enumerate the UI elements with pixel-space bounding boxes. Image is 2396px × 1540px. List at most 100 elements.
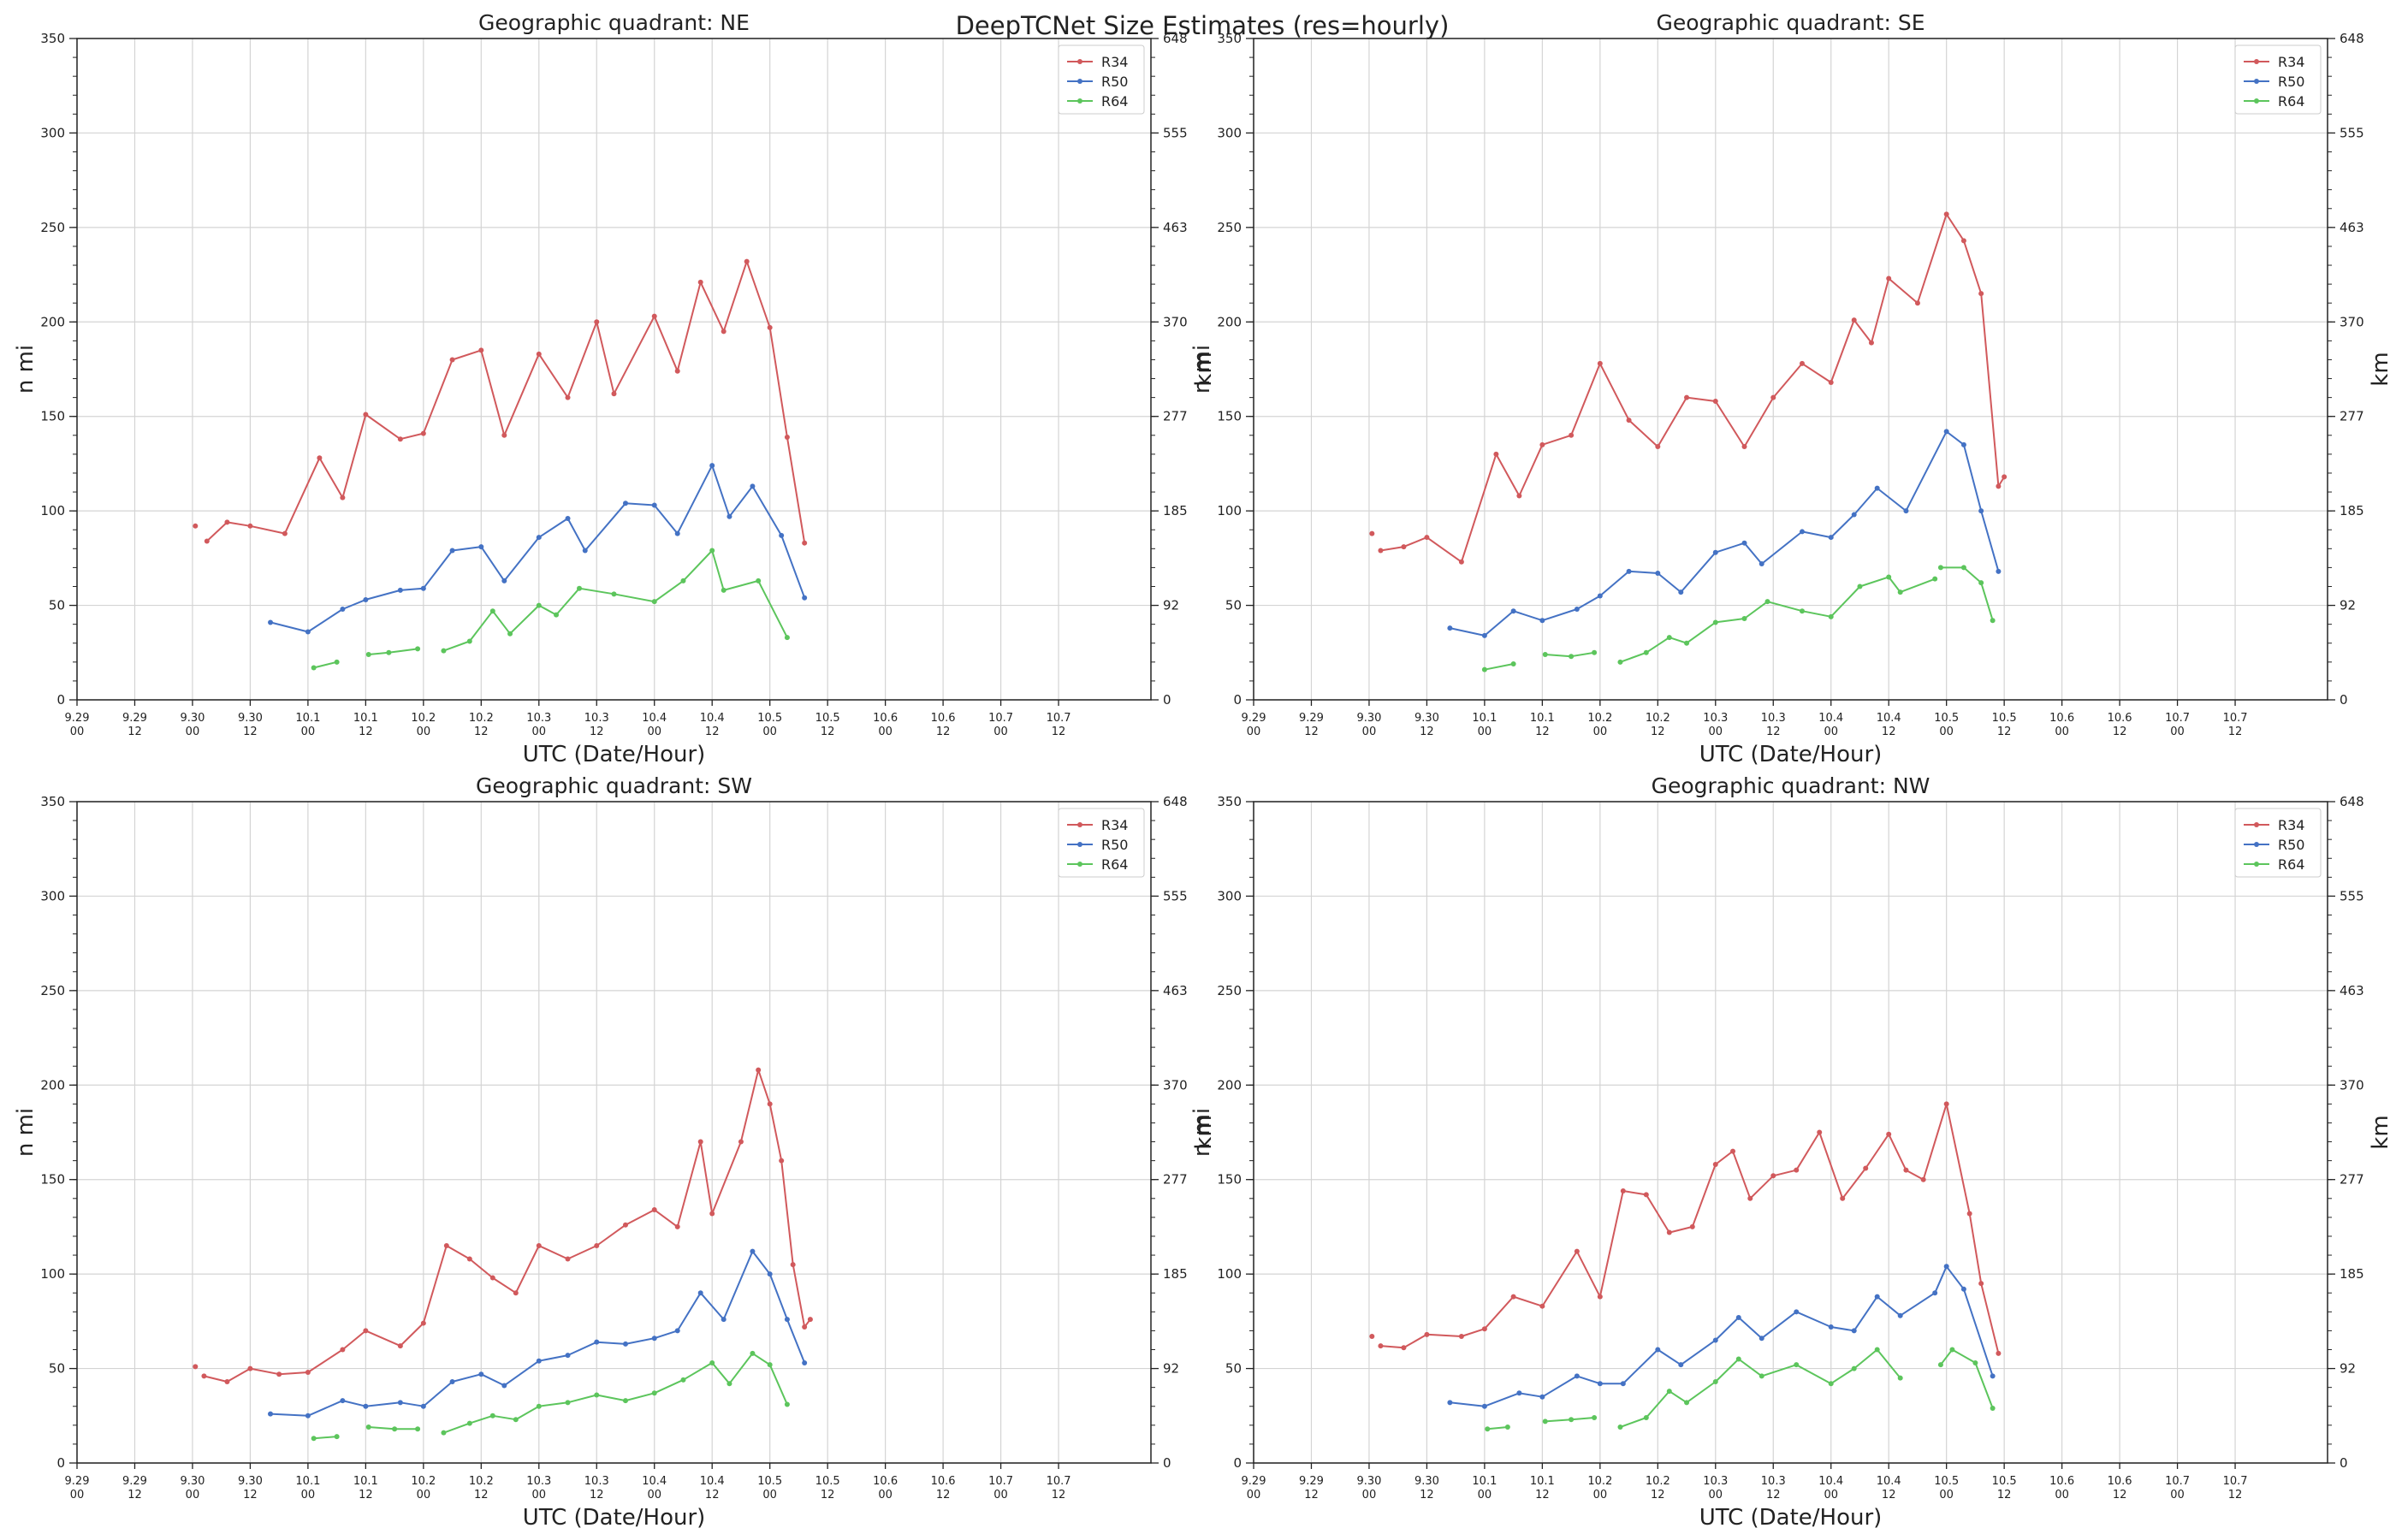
data-point — [305, 1369, 311, 1375]
data-point — [565, 515, 571, 521]
x-tick-label: 10.7 00 — [2165, 1475, 2190, 1502]
legend-marker — [2254, 842, 2259, 847]
data-point — [1886, 275, 1892, 281]
data-point — [224, 519, 230, 525]
data-point — [420, 1320, 426, 1326]
x-tick-label: 10.6 00 — [2049, 712, 2074, 738]
y-axis-label: n mi — [13, 1108, 39, 1157]
series-line — [1620, 1348, 1901, 1428]
x-tick-label: 10.1 12 — [353, 1475, 378, 1502]
series-r50 — [1447, 429, 2002, 638]
y-tick-label-right: 463 — [1163, 220, 1188, 235]
data-point — [784, 1401, 790, 1407]
panel-2: 0 0 50 92 100 185 150 277 200 370 250 463 300 555 350 6… — [1189, 10, 2393, 767]
y-tick-label-right: 277 — [1163, 1172, 1188, 1188]
x-tick-label: 10.4 12 — [700, 712, 725, 738]
y-tick-label-right: 555 — [2340, 888, 2364, 903]
data-point — [204, 538, 210, 544]
data-point — [1960, 441, 1966, 447]
y-tick-label-right: 463 — [1163, 983, 1188, 998]
data-point — [1735, 1356, 1741, 1362]
data-point — [1424, 535, 1430, 541]
data-point — [536, 351, 542, 357]
data-point — [779, 1158, 785, 1164]
data-point — [478, 544, 484, 550]
series-line — [1380, 213, 2006, 563]
x-tick-label: 10.2 00 — [411, 712, 436, 738]
data-point — [1794, 1309, 1800, 1315]
data-point — [1617, 659, 1623, 665]
data-point — [1828, 535, 1834, 541]
data-point — [1481, 1326, 1487, 1332]
data-point — [1799, 608, 1805, 614]
data-point — [1643, 649, 1649, 655]
data-point — [1874, 1347, 1880, 1353]
data-point — [784, 1317, 790, 1323]
data-point — [622, 1341, 628, 1347]
data-point — [565, 1256, 571, 1262]
y-axis-label: n mi — [1189, 1108, 1215, 1157]
data-point — [738, 1139, 744, 1145]
y-axis-label-right: km — [1191, 1115, 1217, 1149]
data-point — [1932, 576, 1938, 582]
data-point — [1510, 661, 1516, 667]
data-point — [415, 1426, 421, 1432]
y-tick-label: 350 — [40, 794, 65, 809]
x-tick-label: 9.29 00 — [1242, 1475, 1266, 1502]
data-point — [397, 587, 403, 593]
x-tick-label: 10.3 12 — [584, 1475, 609, 1502]
data-point — [193, 523, 199, 529]
data-point — [536, 602, 542, 608]
series-r50 — [268, 463, 808, 635]
data-point — [1666, 1229, 1672, 1235]
y-tick-label: 0 — [1233, 1455, 1242, 1471]
x-tick-label: 10.2 12 — [1646, 712, 1670, 738]
data-point — [247, 523, 253, 529]
data-point — [1960, 238, 1966, 244]
data-point — [1897, 1375, 1903, 1381]
legend-label: R50 — [1101, 837, 1128, 853]
series-r34 — [193, 1067, 813, 1385]
data-point — [1741, 616, 1747, 622]
legend-label: R50 — [2278, 837, 2304, 853]
data-point — [611, 391, 617, 397]
data-point — [501, 578, 507, 583]
x-tick-label: 10.1 12 — [353, 712, 378, 738]
data-point — [466, 1420, 472, 1426]
x-tick-label: 10.7 00 — [988, 1475, 1013, 1502]
data-point — [1735, 1314, 1741, 1320]
axes-frame — [76, 801, 1152, 1464]
data-point — [1481, 1403, 1487, 1409]
x-tick-label: 10.1 00 — [295, 712, 320, 738]
data-point — [1481, 632, 1487, 638]
y-tick-label-right: 0 — [1163, 1455, 1171, 1471]
legend-marker — [1077, 862, 1082, 867]
y-tick-label-right: 648 — [1163, 794, 1188, 809]
y-tick-label-right: 648 — [1163, 31, 1188, 46]
x-tick-label: 9.29 12 — [122, 1475, 147, 1502]
data-point — [1643, 1414, 1649, 1420]
data-point — [536, 1403, 542, 1409]
y-tick-label-right: 185 — [1163, 503, 1188, 518]
legend-marker — [2254, 862, 2259, 867]
series-line — [206, 260, 806, 543]
data-point — [1897, 1312, 1903, 1318]
data-point — [1770, 1173, 1776, 1179]
x-tick-label: 10.6 12 — [2108, 712, 2132, 738]
data-point — [397, 436, 403, 442]
legend-marker — [2254, 98, 2259, 104]
data-point — [651, 599, 657, 605]
series-line — [313, 1436, 337, 1440]
data-point — [1655, 1347, 1661, 1353]
data-point — [622, 1222, 628, 1228]
data-point — [1458, 559, 1464, 565]
x-tick-label: 10.3 00 — [526, 712, 551, 738]
y-tick-label-right: 277 — [2340, 1172, 2364, 1188]
data-point — [1401, 544, 1407, 550]
data-point — [1799, 529, 1805, 535]
data-point — [709, 1359, 715, 1365]
data-point — [1569, 432, 1575, 438]
y-tick-label-right: 0 — [1163, 692, 1171, 708]
data-point — [441, 1430, 447, 1436]
